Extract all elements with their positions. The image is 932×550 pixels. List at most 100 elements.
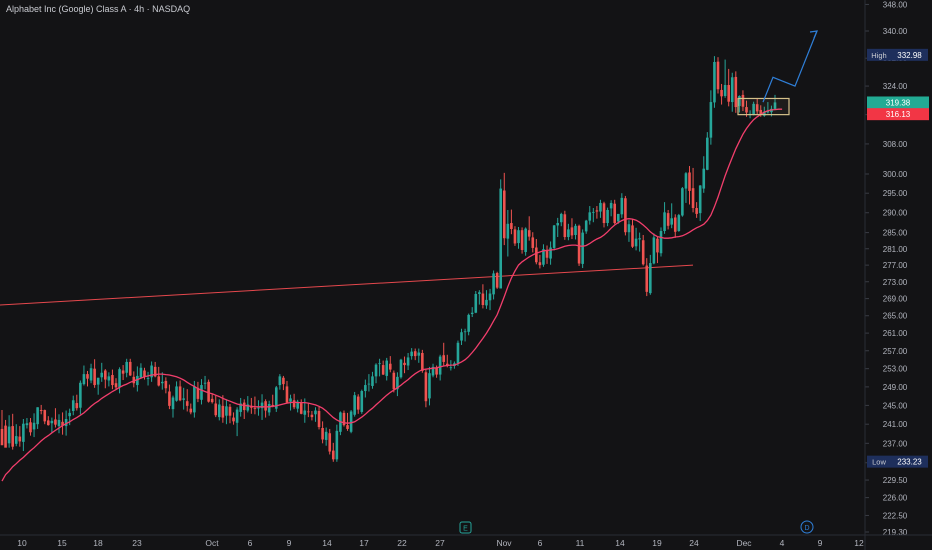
candle-body xyxy=(727,85,730,102)
candle-body xyxy=(592,211,595,213)
candle-body xyxy=(581,232,584,264)
high-badge-value-bg xyxy=(891,48,928,61)
earnings-marker-label: E xyxy=(463,526,468,533)
x-tick-label: 19 xyxy=(652,538,662,548)
candle-body xyxy=(353,395,356,415)
candle-body xyxy=(510,223,513,230)
candle-body xyxy=(342,412,346,426)
candle-body xyxy=(100,372,104,378)
candle-body xyxy=(328,433,332,452)
candle-body xyxy=(235,409,239,423)
candle-body xyxy=(431,366,435,376)
candle-body xyxy=(478,292,481,294)
candle-body xyxy=(588,212,592,221)
candle-body xyxy=(410,351,413,357)
candle-body xyxy=(50,420,54,424)
candle-body xyxy=(246,404,250,411)
candle-body xyxy=(567,229,570,238)
candle-body xyxy=(535,247,538,263)
candle-body xyxy=(0,428,4,446)
candle-body xyxy=(267,403,271,413)
candle-body xyxy=(4,425,7,448)
candle-body xyxy=(763,111,766,116)
candle-body xyxy=(364,385,367,392)
candle-body xyxy=(445,363,449,366)
candle-body xyxy=(160,381,164,384)
candle-body xyxy=(663,212,666,232)
x-tick-label: 6 xyxy=(248,538,253,548)
candle-body xyxy=(153,366,157,377)
ma-value: 316.13 xyxy=(886,110,911,119)
candle-body xyxy=(502,190,506,239)
candle-body xyxy=(346,425,349,429)
candle-body xyxy=(296,401,299,409)
x-tick-label: Nov xyxy=(496,538,512,548)
candle-body xyxy=(221,405,225,418)
candle-body xyxy=(39,410,43,411)
candle-body xyxy=(175,386,178,401)
candle-body xyxy=(595,210,599,212)
y-tick-label: 269.00 xyxy=(883,295,908,304)
candle-body xyxy=(574,225,577,236)
candle-body xyxy=(488,293,492,301)
candle-body xyxy=(706,137,709,170)
candle-body xyxy=(741,94,745,107)
candle-body xyxy=(356,396,360,410)
candle-body xyxy=(481,293,485,306)
dividend-marker-label: D xyxy=(804,525,809,532)
x-tick-label: Dec xyxy=(736,538,752,548)
candle-body xyxy=(520,230,524,250)
candle-body xyxy=(381,365,385,375)
candle-body xyxy=(552,225,556,248)
candle-body xyxy=(670,218,673,225)
candle-body xyxy=(68,412,71,417)
x-tick-label: 10 xyxy=(17,538,27,548)
candle-body xyxy=(331,450,335,460)
candle-body xyxy=(307,411,310,413)
candle-body xyxy=(606,209,609,224)
projection-arrowhead xyxy=(809,30,818,39)
candle-body xyxy=(32,422,36,430)
candle-body xyxy=(360,391,364,412)
candle-body xyxy=(716,61,720,90)
x-tick-label: 14 xyxy=(322,538,332,548)
candle-body xyxy=(688,172,691,191)
candle-body xyxy=(274,387,278,409)
candle-body xyxy=(442,355,446,362)
candle-body xyxy=(210,398,214,403)
candle-body xyxy=(485,299,488,306)
candle-body xyxy=(527,230,531,237)
x-tick-label: 17 xyxy=(359,538,369,548)
x-tick-label: 11 xyxy=(576,538,585,548)
candle-body xyxy=(773,102,777,109)
candle-body xyxy=(738,95,741,106)
candle-body xyxy=(545,249,549,258)
candle-body xyxy=(185,401,189,406)
high-badge-value: 332.98 xyxy=(897,51,922,60)
candle-body xyxy=(371,376,374,386)
candle-body xyxy=(57,419,61,427)
candle-body xyxy=(289,398,292,402)
candle-body xyxy=(43,410,47,422)
y-tick-label: 265.00 xyxy=(883,312,908,321)
candle-body xyxy=(93,368,96,386)
candle-body xyxy=(495,272,499,288)
candle-body xyxy=(641,240,645,265)
candle-body xyxy=(531,237,535,248)
candle-body xyxy=(602,203,606,224)
y-tick-label: 219.30 xyxy=(883,528,908,537)
candle-body xyxy=(96,377,100,385)
x-tick-label: 18 xyxy=(93,538,103,548)
candle-body xyxy=(321,427,324,440)
y-tick-label: 273.00 xyxy=(883,278,908,287)
candle-body xyxy=(378,363,381,365)
candle-body xyxy=(128,361,132,376)
x-tick-label: Oct xyxy=(205,538,219,548)
candle-body xyxy=(264,401,267,411)
candle-body xyxy=(652,237,656,264)
projection-path xyxy=(762,30,818,103)
dividend-marker xyxy=(800,520,814,534)
candle-body xyxy=(627,224,631,233)
candle-body xyxy=(438,356,442,375)
